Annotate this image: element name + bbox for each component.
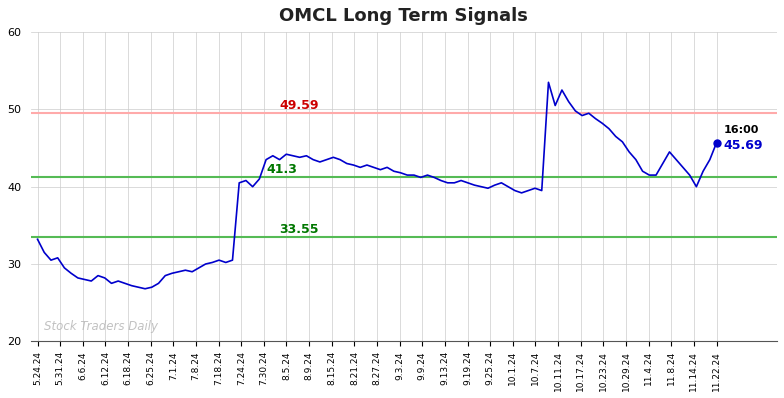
Text: Stock Traders Daily: Stock Traders Daily: [44, 320, 158, 333]
Text: 41.3: 41.3: [266, 163, 297, 176]
Text: 33.55: 33.55: [280, 223, 319, 236]
Text: 16:00: 16:00: [724, 125, 759, 135]
Text: 49.59: 49.59: [280, 99, 319, 112]
Title: OMCL Long Term Signals: OMCL Long Term Signals: [279, 7, 528, 25]
Text: 45.69: 45.69: [724, 139, 763, 152]
